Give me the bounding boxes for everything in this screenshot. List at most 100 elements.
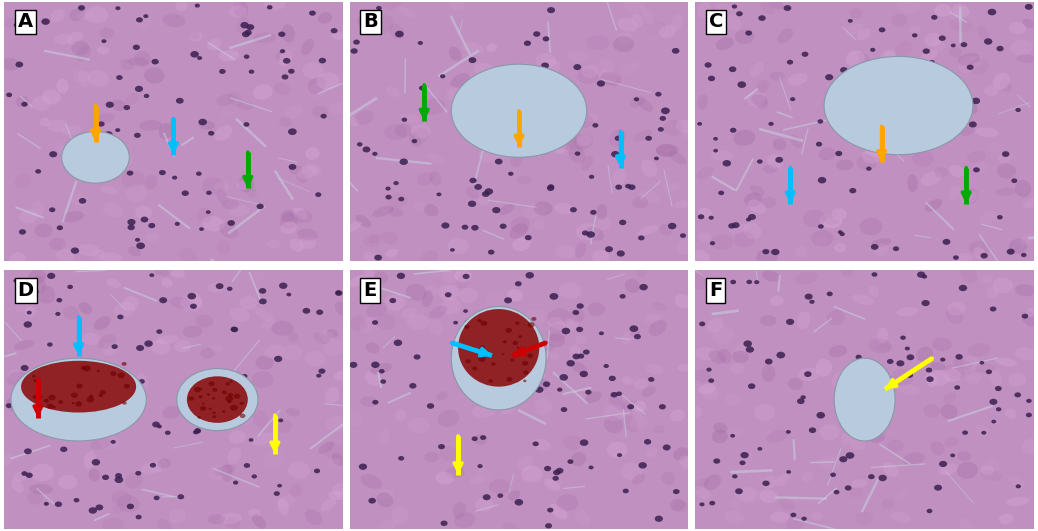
Ellipse shape	[865, 140, 885, 157]
Ellipse shape	[559, 282, 581, 299]
Ellipse shape	[279, 49, 292, 67]
Ellipse shape	[754, 404, 775, 421]
Circle shape	[149, 273, 155, 277]
Ellipse shape	[971, 55, 983, 66]
Ellipse shape	[302, 62, 324, 79]
Ellipse shape	[1011, 40, 1033, 55]
Ellipse shape	[645, 314, 661, 323]
Ellipse shape	[326, 416, 346, 432]
Ellipse shape	[958, 56, 978, 73]
Ellipse shape	[461, 88, 480, 100]
Circle shape	[504, 297, 512, 303]
Ellipse shape	[229, 205, 250, 217]
Ellipse shape	[151, 340, 170, 355]
Circle shape	[21, 365, 29, 371]
Circle shape	[47, 273, 55, 279]
Ellipse shape	[16, 96, 29, 107]
Ellipse shape	[201, 216, 225, 232]
Text: D: D	[18, 280, 34, 299]
Circle shape	[117, 373, 125, 378]
Ellipse shape	[457, 274, 468, 288]
Ellipse shape	[359, 318, 377, 333]
Circle shape	[258, 288, 267, 294]
Ellipse shape	[960, 190, 979, 203]
Circle shape	[153, 422, 160, 427]
Ellipse shape	[101, 186, 117, 195]
Circle shape	[547, 185, 554, 191]
Ellipse shape	[987, 142, 1006, 152]
Circle shape	[519, 127, 524, 132]
Circle shape	[572, 354, 580, 359]
Ellipse shape	[641, 386, 656, 397]
Circle shape	[480, 435, 486, 440]
Ellipse shape	[871, 238, 892, 247]
Circle shape	[745, 346, 754, 353]
Circle shape	[1002, 151, 1009, 157]
Ellipse shape	[382, 232, 398, 244]
Ellipse shape	[659, 224, 673, 235]
Ellipse shape	[554, 203, 574, 215]
Ellipse shape	[510, 224, 528, 239]
Text: B: B	[363, 12, 378, 31]
Circle shape	[1026, 413, 1032, 417]
Circle shape	[110, 371, 116, 376]
Ellipse shape	[441, 298, 461, 314]
Ellipse shape	[100, 399, 116, 414]
Circle shape	[83, 365, 90, 371]
Circle shape	[513, 341, 518, 345]
Ellipse shape	[774, 474, 789, 486]
Ellipse shape	[746, 91, 766, 106]
Circle shape	[527, 322, 535, 328]
Circle shape	[13, 278, 20, 283]
Circle shape	[740, 452, 748, 458]
Circle shape	[230, 327, 238, 332]
Circle shape	[544, 466, 551, 472]
Circle shape	[427, 403, 434, 409]
Ellipse shape	[656, 144, 679, 157]
Circle shape	[58, 400, 63, 404]
Circle shape	[775, 157, 783, 163]
Ellipse shape	[462, 42, 485, 54]
Ellipse shape	[856, 380, 870, 391]
Ellipse shape	[42, 90, 61, 105]
Ellipse shape	[445, 467, 465, 478]
Ellipse shape	[629, 329, 640, 337]
Circle shape	[515, 499, 523, 506]
Circle shape	[995, 386, 1002, 391]
Ellipse shape	[569, 345, 581, 360]
Ellipse shape	[144, 175, 157, 189]
Circle shape	[926, 367, 932, 373]
Circle shape	[748, 383, 756, 389]
Ellipse shape	[72, 194, 88, 207]
Ellipse shape	[884, 52, 897, 63]
Ellipse shape	[955, 253, 973, 263]
Ellipse shape	[214, 182, 229, 193]
Circle shape	[380, 379, 386, 384]
Circle shape	[523, 371, 528, 374]
Ellipse shape	[448, 0, 465, 10]
Circle shape	[471, 436, 477, 441]
Ellipse shape	[597, 204, 607, 220]
Ellipse shape	[391, 506, 408, 524]
Circle shape	[597, 80, 605, 87]
Circle shape	[313, 468, 320, 473]
Ellipse shape	[112, 504, 124, 514]
Circle shape	[190, 51, 199, 57]
Circle shape	[240, 414, 245, 418]
Ellipse shape	[811, 512, 823, 520]
Circle shape	[754, 280, 760, 284]
Ellipse shape	[548, 333, 566, 347]
Circle shape	[809, 427, 816, 433]
Circle shape	[868, 474, 875, 479]
Ellipse shape	[489, 479, 511, 494]
Circle shape	[765, 358, 772, 364]
Ellipse shape	[760, 490, 777, 503]
Circle shape	[280, 49, 285, 53]
Ellipse shape	[577, 68, 598, 84]
Ellipse shape	[629, 416, 649, 429]
Ellipse shape	[375, 271, 388, 284]
Circle shape	[962, 431, 968, 435]
Ellipse shape	[278, 421, 292, 433]
Circle shape	[655, 516, 663, 522]
Circle shape	[24, 448, 32, 455]
